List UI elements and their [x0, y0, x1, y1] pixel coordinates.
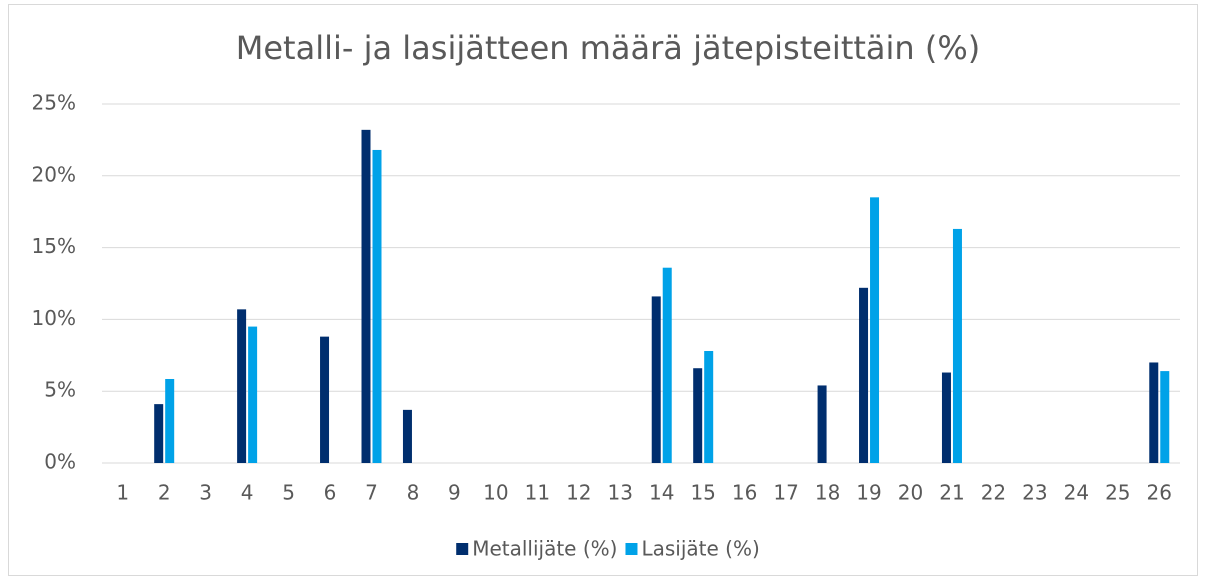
- bar: [361, 129, 371, 463]
- bar: [165, 378, 175, 463]
- bar: [859, 287, 869, 463]
- bar: [372, 149, 382, 463]
- x-tick-label: 21: [939, 481, 964, 505]
- x-tick-label: 25: [1105, 481, 1130, 505]
- bar: [1160, 371, 1170, 463]
- x-tick-label: 23: [1022, 481, 1047, 505]
- x-tick-label: 19: [856, 481, 881, 505]
- legend-swatch: [625, 543, 638, 555]
- bar: [1149, 362, 1159, 463]
- x-tick-label: 6: [324, 481, 337, 505]
- x-tick-label: 15: [690, 481, 715, 505]
- x-tick-label: 9: [448, 481, 461, 505]
- bar: [154, 404, 164, 463]
- bar: [952, 228, 962, 463]
- legend-label: Lasijäte (%): [641, 537, 759, 561]
- y-tick-label: 10%: [32, 306, 76, 330]
- bar: [320, 336, 330, 463]
- legend-swatch: [456, 543, 469, 555]
- x-tick-label: 7: [365, 481, 378, 505]
- x-tick-label: 26: [1147, 481, 1172, 505]
- x-tick-label: 12: [566, 481, 591, 505]
- bar: [870, 197, 880, 463]
- chart-title: Metalli- ja lasijätteen määrä jätepistei…: [236, 29, 980, 67]
- legend-label: Metallijäte (%): [472, 537, 617, 561]
- x-tick-label: 3: [199, 481, 212, 505]
- chart-border: [8, 4, 1198, 576]
- bar: [248, 326, 258, 463]
- x-tick-label: 13: [608, 481, 633, 505]
- y-tick-label: 5%: [44, 378, 76, 402]
- x-tick-label: 16: [732, 481, 757, 505]
- x-tick-label: 24: [1064, 481, 1089, 505]
- bar: [941, 372, 951, 463]
- x-tick-label: 17: [773, 481, 798, 505]
- x-tick-label: 2: [158, 481, 171, 505]
- x-tick-label: 11: [525, 481, 550, 505]
- y-tick-label: 20%: [32, 162, 76, 186]
- x-tick-label: 5: [282, 481, 295, 505]
- x-tick-label: 14: [649, 481, 674, 505]
- x-tick-label: 18: [815, 481, 840, 505]
- bar: [693, 368, 703, 463]
- bar: [237, 309, 247, 463]
- y-tick-label: 25%: [32, 91, 76, 115]
- bar: [651, 296, 661, 463]
- x-tick-label: 10: [483, 481, 508, 505]
- bar: [704, 350, 714, 463]
- bar: [402, 409, 412, 463]
- x-tick-label: 22: [981, 481, 1006, 505]
- bar: [662, 267, 672, 463]
- x-tick-label: 4: [241, 481, 254, 505]
- bar: [817, 385, 827, 463]
- y-tick-label: 0%: [44, 450, 76, 474]
- y-tick-label: 15%: [32, 234, 76, 258]
- x-tick-label: 20: [898, 481, 923, 505]
- x-tick-label: 1: [116, 481, 129, 505]
- x-tick-label: 8: [407, 481, 420, 505]
